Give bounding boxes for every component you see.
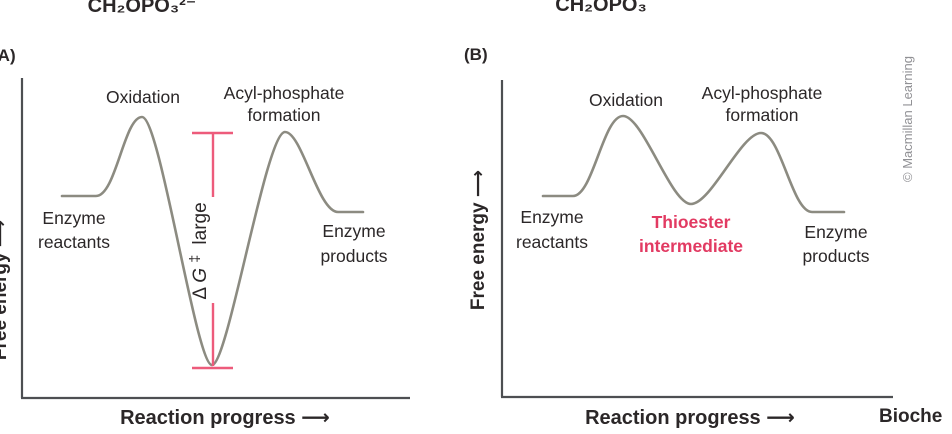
panel-a-enzyme-products-label-line2: products	[320, 246, 387, 266]
panel-a-y-axis-label: Free energy ⟶	[0, 220, 11, 360]
delta-g-large-annotation: Δ G ‡ large	[183, 202, 211, 299]
formula-right-ch2opo3: CH₂OPO₃	[555, 0, 646, 16]
panel-a: (A) Free energy ⟶ Δ G ‡ large O	[0, 46, 410, 429]
panel-b: (B) Free energy ⟶ Oxidation Acyl-phospha…	[464, 45, 893, 429]
macmillan-learning-credit: © Macmillan Learning	[900, 56, 915, 182]
panel-b-x-axis-label: Reaction progress ⟶	[585, 407, 795, 429]
panel-a-x-axis-label: Reaction progress ⟶	[120, 407, 330, 429]
panel-b-enzyme-products-label-line1: Enzyme	[804, 222, 867, 242]
panel-b-acyl-phosphate-label-line1: Acyl-phosphate	[702, 83, 823, 103]
panel-a-acyl-phosphate-label-line2: formation	[248, 105, 321, 125]
delta-g-suffix: large	[190, 202, 211, 244]
panel-b-acyl-phosphate-label-line2: formation	[726, 105, 799, 125]
panel-a-label: (A)	[0, 46, 16, 65]
panel-a-enzyme-reactants-label-line1: Enzyme	[42, 208, 105, 228]
thioester-intermediate-label-line2: intermediate	[639, 236, 743, 256]
panel-a-enzyme-products-label-line1: Enzyme	[322, 221, 385, 241]
panel-a-enzyme-reactants-label-line2: reactants	[38, 232, 110, 252]
panel-b-enzyme-products-label-line2: products	[802, 246, 869, 266]
truncated-caption-bioche: Bioche	[879, 406, 942, 427]
g-symbol: G	[190, 268, 211, 283]
thioester-intermediate-label-line1: Thioester	[652, 212, 731, 232]
panel-b-oxidation-label: Oxidation	[589, 90, 663, 110]
formula-left-ch2opo3: CH₂OPO₃²⁻	[88, 0, 197, 17]
delta-symbol: Δ	[190, 287, 211, 300]
panel-b-enzyme-reactants-label-line2: reactants	[516, 232, 588, 252]
panel-b-label: (B)	[464, 45, 488, 64]
panel-b-energy-curve	[541, 114, 846, 214]
double-dagger-symbol: ‡	[186, 255, 202, 263]
panel-b-enzyme-reactants-label-line1: Enzyme	[520, 207, 583, 227]
panel-a-oxidation-label: Oxidation	[106, 87, 180, 107]
panel-b-y-axis-label: Free energy ⟶	[468, 170, 489, 310]
panel-a-acyl-phosphate-label-line1: Acyl-phosphate	[224, 83, 345, 103]
delta-g-bracket	[192, 131, 233, 370]
